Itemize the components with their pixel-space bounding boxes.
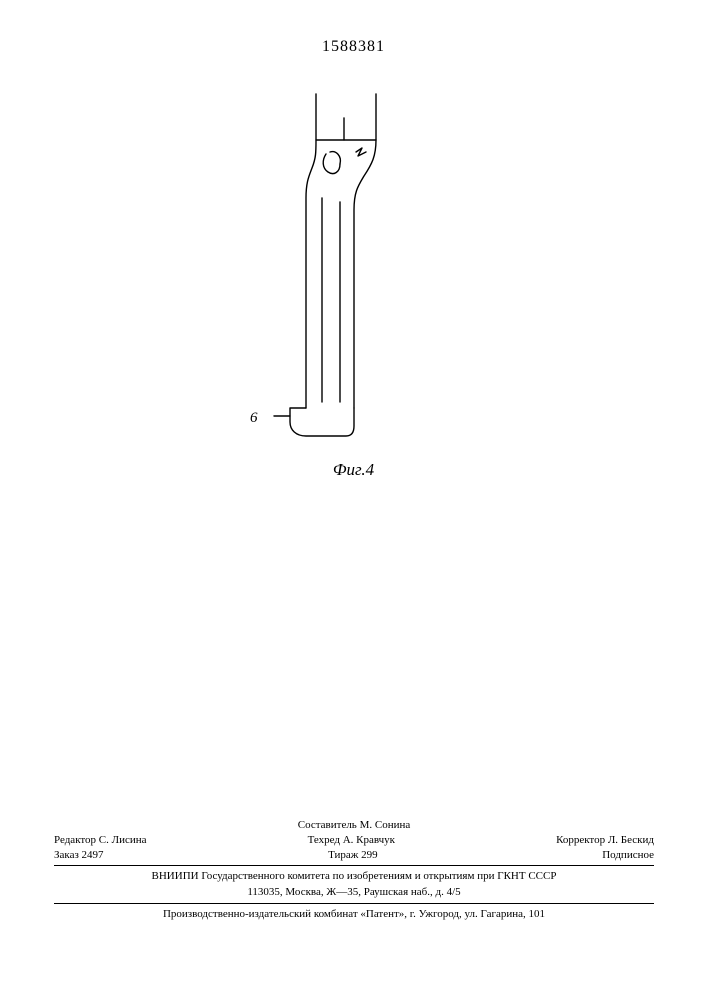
- org-line-1: ВНИИПИ Государственного комитета по изоб…: [54, 869, 654, 884]
- tirage: Тираж 299: [328, 848, 378, 863]
- figure-4: [260, 90, 430, 470]
- footer-rule-2: [54, 903, 654, 904]
- figure-label: Фиг.4: [0, 460, 707, 480]
- editor: Редактор С. Лисина: [54, 833, 147, 848]
- figure-callout-6: 6: [250, 410, 258, 427]
- patent-page: 1588381: [0, 0, 707, 1000]
- compiler-line: Составитель М. Сонина: [54, 818, 654, 833]
- corrector: Корректор Л. Бескид: [556, 833, 654, 848]
- footer-rule-1: [54, 865, 654, 866]
- org-line-2: 113035, Москва, Ж—35, Раушская наб., д. …: [54, 885, 654, 900]
- order-row: Заказ 2497 Тираж 299 Подписное: [54, 848, 654, 863]
- order-number: Заказ 2497: [54, 848, 104, 863]
- figure-4-svg: [260, 90, 430, 470]
- subscription: Подписное: [602, 848, 654, 863]
- imprint-footer: Составитель М. Сонина Редактор С. Лисина…: [54, 817, 654, 922]
- press-line: Производственно-издательский комбинат «П…: [54, 907, 654, 922]
- techred: Техред А. Кравчук: [308, 833, 395, 848]
- credits-row: Редактор С. Лисина Техред А. Кравчук Кор…: [54, 833, 654, 848]
- patent-number: 1588381: [0, 38, 707, 56]
